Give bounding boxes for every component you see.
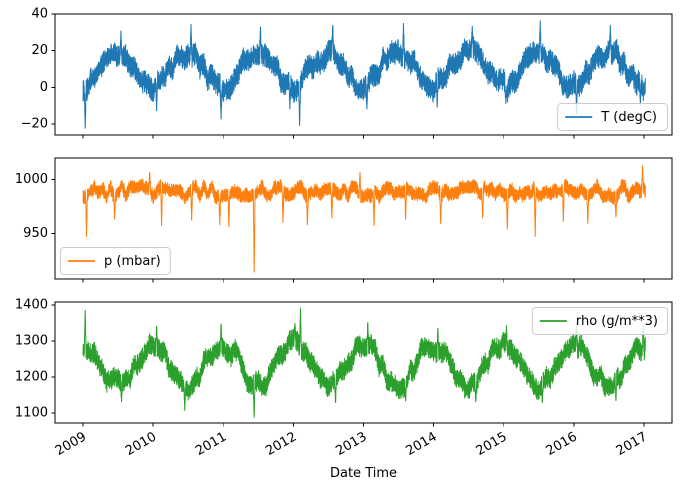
series-line-rho-g-m-3: [82, 307, 646, 418]
y-tick-label-rho-g-m-3: 1400: [15, 297, 48, 312]
x-tick-label: 2009: [53, 429, 89, 459]
legend-label-p-mbar: p (mbar): [104, 254, 161, 269]
y-tick-label-t-degc: 40: [31, 7, 48, 22]
y-tick-label-rho-g-m-3: 1300: [15, 333, 48, 348]
x-tick-label: 2017: [614, 429, 650, 459]
x-tick-label: 2015: [474, 429, 510, 459]
legend-frame-t-degc: [557, 103, 668, 131]
y-tick-label-t-degc: −20: [21, 117, 48, 132]
y-tick-label-rho-g-m-3: 1100: [15, 405, 48, 420]
x-tick-label: 2010: [123, 429, 159, 459]
legend-rho-g-m-3: rho (g/m**3): [531, 307, 668, 335]
subplot-p-mbar: 950 1000: [15, 157, 673, 283]
legend-label-t-degc: T (degC): [600, 110, 657, 125]
x-tick-label: 2012: [263, 429, 299, 459]
legend-t-degc: T (degC): [557, 103, 668, 131]
y-tick-label-rho-g-m-3: 1200: [15, 369, 48, 384]
subplot-t-degc: −20 0 20 40: [21, 7, 673, 139]
legend-frame-p-mbar: [60, 247, 171, 275]
legend-label-rho-g-m-3: rho (g/m**3): [576, 314, 658, 329]
x-tick-label: 2013: [333, 429, 369, 459]
legend-p-mbar: p (mbar): [60, 247, 171, 275]
x-tick-label: 2016: [544, 429, 580, 459]
series-line-t-degc: [82, 20, 646, 129]
y-tick-label-p-mbar: 950: [23, 226, 48, 241]
y-tick-label-t-degc: 0: [40, 80, 48, 95]
x-tick-label: 2014: [403, 429, 439, 459]
y-tick-label-p-mbar: 1000: [15, 172, 48, 187]
series-line-p-mbar: [82, 165, 646, 273]
x-tick-label: 2011: [193, 429, 229, 459]
y-tick-label-t-degc: 20: [31, 43, 48, 58]
x-axis-label: Date Time: [330, 466, 397, 481]
legend-frame-rho-g-m-3: [531, 307, 668, 335]
